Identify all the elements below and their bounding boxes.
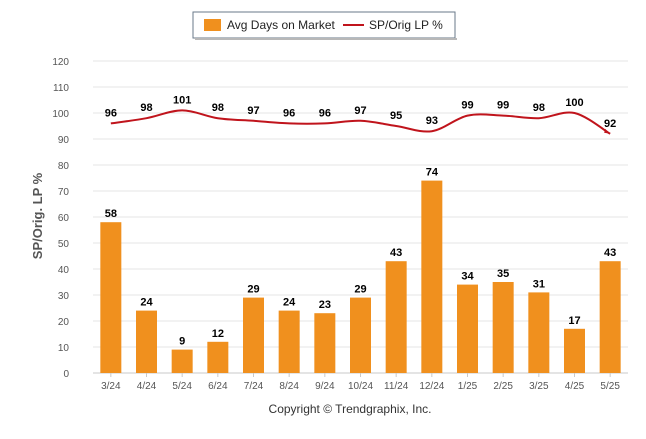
bar xyxy=(421,180,443,373)
x-tick-label: 4/25 xyxy=(565,381,585,392)
line-value-label: 96 xyxy=(283,107,295,119)
bar xyxy=(528,292,550,373)
bar xyxy=(100,222,122,373)
bar-value-label: 23 xyxy=(319,299,331,311)
bar-data-labels: 58 24 9 12 29 24 23 29 43 74 34 35 31 17 43 xyxy=(105,167,617,348)
line-end-marker xyxy=(604,128,611,134)
line-value-label: 97 xyxy=(247,105,259,117)
x-tick-label: 8/24 xyxy=(279,381,299,392)
y-tick-label: 30 xyxy=(58,291,70,302)
y-tick-label: 70 xyxy=(58,187,70,198)
y-tick-label: 40 xyxy=(58,265,70,276)
x-tick-label: 9/24 xyxy=(315,381,335,392)
y-tick-label: 20 xyxy=(58,317,70,328)
bar-series xyxy=(100,180,621,373)
bar-value-label: 35 xyxy=(497,268,509,280)
legend-box-shadow xyxy=(195,38,457,40)
x-tick-label: 5/25 xyxy=(600,381,620,392)
bar-value-label: 74 xyxy=(426,167,439,179)
line-value-label: 96 xyxy=(105,107,117,119)
legend-bar-swatch xyxy=(204,19,221,31)
bar-value-label: 58 xyxy=(105,208,117,220)
bar-value-label: 31 xyxy=(533,278,545,290)
bar xyxy=(599,261,621,373)
x-tick-label: 7/24 xyxy=(244,381,264,392)
bar-value-label: 12 xyxy=(212,328,224,340)
x-tick-label: 5/24 xyxy=(172,381,192,392)
bar-value-label: 29 xyxy=(247,284,259,296)
bar-value-label: 34 xyxy=(461,271,474,283)
line-value-label: 101 xyxy=(173,94,191,106)
bar-value-label: 9 xyxy=(179,336,185,348)
line-data-labels: 96 98 101 98 97 96 96 97 95 93 99 99 98 100 92 xyxy=(105,94,617,129)
y-tick-label: 120 xyxy=(52,57,69,68)
line-value-label: 98 xyxy=(533,102,545,114)
y-axis-ticks: 0 10 20 30 40 50 60 70 80 90 100 110 120 xyxy=(52,57,69,380)
bar xyxy=(136,310,157,373)
line-path xyxy=(110,109,611,135)
bar-value-label: 29 xyxy=(354,284,366,296)
y-tick-label: 100 xyxy=(52,109,69,120)
y-tick-label: 80 xyxy=(58,161,70,172)
y-tick-label: 90 xyxy=(58,135,70,146)
bar-value-label: 24 xyxy=(283,297,296,309)
bar-value-label: 24 xyxy=(140,297,153,309)
bar xyxy=(492,282,514,373)
legend-line-label: SP/Orig LP % xyxy=(369,18,443,32)
bar xyxy=(207,341,229,373)
bar xyxy=(457,284,478,373)
bar-value-label: 43 xyxy=(604,247,616,259)
line-value-label: 99 xyxy=(497,100,509,112)
line-value-label: 92 xyxy=(604,118,616,130)
line-value-label: 95 xyxy=(390,110,402,122)
line-value-label: 100 xyxy=(565,97,583,109)
legend-bar-label: Avg Days on Market xyxy=(227,18,335,32)
x-tick-label: 12/24 xyxy=(419,381,444,392)
x-tick-label: 4/24 xyxy=(137,381,157,392)
line-value-label: 98 xyxy=(212,102,224,114)
line-value-label: 97 xyxy=(354,105,366,117)
y-axis-label: SP/Orig. LP % xyxy=(30,172,45,259)
y-tick-label: 110 xyxy=(53,83,69,94)
x-tick-label: 10/24 xyxy=(348,381,373,392)
legend-box xyxy=(192,11,456,39)
line-series xyxy=(110,109,611,135)
line-value-label: 98 xyxy=(140,102,152,114)
bar xyxy=(564,328,585,373)
copyright-text: Copyright © Trendgraphix, Inc. xyxy=(269,402,432,416)
line-value-label: 96 xyxy=(319,107,331,119)
y-tick-label: 50 xyxy=(58,239,70,250)
x-tick-label: 11/24 xyxy=(384,381,409,392)
x-tick-label: 6/24 xyxy=(208,381,228,392)
bar-value-label: 17 xyxy=(568,315,580,327)
x-tick-label: 1/25 xyxy=(458,381,478,392)
bar xyxy=(278,310,300,373)
line-value-label: 93 xyxy=(426,115,438,127)
bar xyxy=(171,349,193,373)
x-tick-label: 2/25 xyxy=(493,381,513,392)
y-tick-label: 10 xyxy=(58,343,70,354)
bar-value-label: 43 xyxy=(390,247,402,259)
y-tick-label: 0 xyxy=(63,369,69,380)
bar xyxy=(243,297,264,373)
x-tick-label: 3/24 xyxy=(101,381,121,392)
legend: Avg Days on Market SP/Orig LP % xyxy=(192,11,457,40)
x-tick-label: 3/25 xyxy=(529,381,549,392)
x-axis-ticks: 3/24 4/24 5/24 6/24 7/24 8/24 9/24 10/24 11/24 12… xyxy=(101,373,620,392)
bar xyxy=(314,313,336,373)
y-tick-label: 60 xyxy=(58,213,70,224)
line-value-label: 99 xyxy=(461,100,473,112)
bar xyxy=(385,261,407,373)
bar xyxy=(350,297,371,373)
